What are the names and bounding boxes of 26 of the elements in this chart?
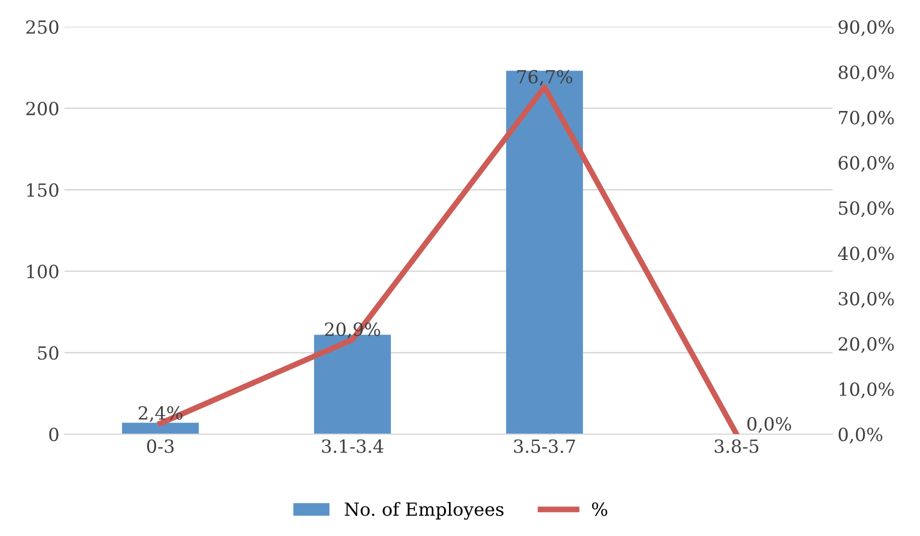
y2-tick-label: 20,0%: [838, 337, 894, 353]
y-tick-label: 100: [27, 264, 58, 278]
y-tick-label: 150: [27, 183, 58, 197]
data-label: 0,0%: [747, 417, 792, 433]
legend-label: No. of Employees: [344, 502, 504, 520]
y-tick-label: 250: [26, 20, 58, 34]
x-tick-label: 0-3: [147, 439, 174, 453]
bar: [122, 422, 199, 434]
y-tick-label: 50: [38, 346, 58, 360]
y2-tick-label: 30,0%: [838, 292, 894, 308]
y2-tick-label: 0,0%: [838, 428, 882, 444]
x-tick-label: 3.8-5: [714, 439, 758, 453]
y-tick-label: 200: [26, 102, 58, 116]
y2-tick-label: 90,0%: [838, 20, 894, 36]
y2-tick-label: 40,0%: [838, 246, 894, 262]
x-tick-label: 3.5-3.7: [514, 439, 575, 453]
y2-tick-label: 50,0%: [838, 201, 894, 218]
legend-label: %: [592, 502, 608, 516]
y2-tick-label: 70,0%: [838, 110, 894, 127]
bar: [506, 70, 583, 434]
data-label: 76,7%: [517, 70, 572, 86]
y2-tick-label: 60,0%: [838, 156, 894, 172]
y2-tick-label: 80,0%: [838, 66, 894, 82]
y-tick-label: 0: [49, 428, 58, 442]
x-tick-label: 3.1-3.4: [322, 439, 384, 453]
y2-tick-label: 10,0%: [840, 382, 894, 398]
